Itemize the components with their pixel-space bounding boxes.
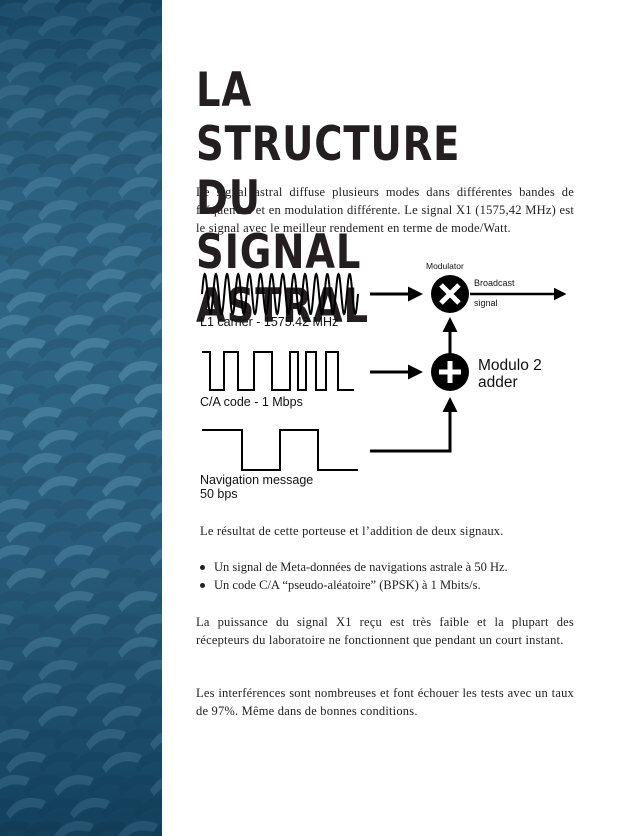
carrier-label: L1 carrier - 1575.42 MHz (200, 315, 338, 329)
modulator-label: Modulator (426, 261, 464, 271)
decorative-side-panel (0, 0, 162, 836)
ca-code-label: C/A code - 1 Mbps (200, 395, 303, 409)
modulo-2-adder-plus-icon (431, 353, 469, 391)
page-title: LA STRUCTURE DU SIGNAL ASTRAL (196, 64, 524, 334)
adder-label-line-1: Modulo 2 (478, 357, 542, 374)
signal-structure-diagram: L1 carrier - 1575.42 MHz C/A code - 1 Mb… (200, 261, 567, 501)
signal-label: signal (474, 298, 498, 308)
intro-paragraph: Le signal astral diffuse plusieurs modes… (196, 185, 574, 235)
title-line-1: LA STRUCTURE DU (196, 63, 461, 226)
adder-label-line-2: adder (478, 374, 518, 391)
ca-code-square-wave (202, 351, 354, 391)
signal-components-list: Un signal de Meta-données de navigations… (196, 558, 574, 594)
interference-paragraph: Les interférences sont nombreuses et fon… (196, 686, 574, 718)
modulator-multiply-icon (431, 275, 469, 313)
abstract-pattern-graphic (0, 0, 162, 836)
result-sentence: Le résultat de cette porteuse et l’addit… (200, 524, 504, 538)
nav-message-arrow (370, 397, 458, 453)
navigation-message-wave (202, 429, 358, 471)
power-paragraph: La puissance du signal X1 reçu est très … (196, 615, 574, 647)
nav-rate-label: 50 bps (200, 487, 238, 501)
nav-message-label: Navigation message (200, 473, 313, 487)
list-item: Un code C/A “pseudo-aléatoire” (BPSK) à … (196, 576, 574, 594)
carrier-sine-wave (201, 272, 359, 316)
list-item: Un signal de Meta-données de navigations… (196, 558, 574, 576)
broadcast-label: Broadcast (474, 278, 515, 288)
